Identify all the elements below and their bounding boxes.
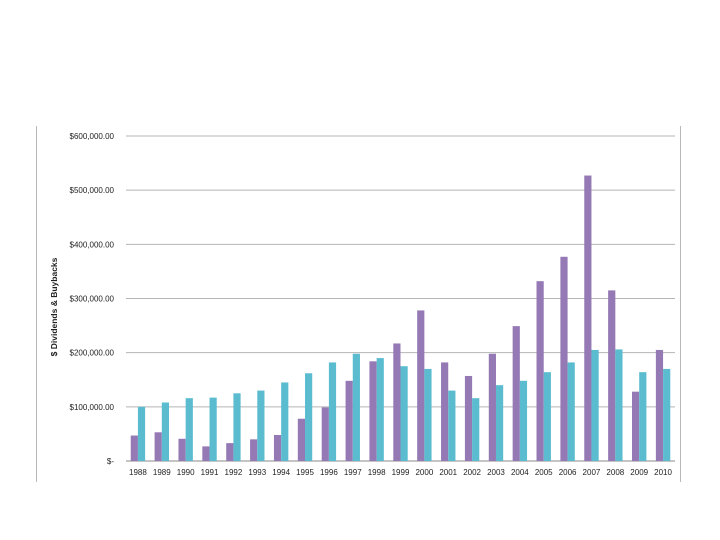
x-tick-label: 1997 bbox=[344, 468, 362, 477]
bar-1997-series-1 bbox=[345, 380, 353, 461]
bar-2006-series-2 bbox=[567, 362, 575, 461]
x-tick-label: 2006 bbox=[559, 468, 577, 477]
x-tick-label: 1998 bbox=[368, 468, 386, 477]
y-tick-label: $600,000.00 bbox=[70, 132, 115, 141]
x-tick-label: 1990 bbox=[177, 468, 195, 477]
x-tick-label: 1993 bbox=[248, 468, 266, 477]
x-tick-label: 1995 bbox=[296, 468, 314, 477]
bar-2007-series-1 bbox=[584, 175, 592, 461]
bar-2005-series-2 bbox=[543, 372, 551, 461]
bar-2000-series-1 bbox=[417, 310, 425, 461]
x-tick-label: 2003 bbox=[487, 468, 505, 477]
bar-1999-series-1 bbox=[393, 343, 401, 461]
y-tick-label: $200,000.00 bbox=[70, 349, 115, 358]
x-tick-label: 2010 bbox=[654, 468, 672, 477]
y-tick-label: $300,000.00 bbox=[70, 295, 115, 304]
bar-2010-series-2 bbox=[663, 368, 671, 461]
x-tick-label: 2002 bbox=[463, 468, 481, 477]
bar-1989-series-1 bbox=[154, 432, 162, 461]
bar-2001-series-2 bbox=[448, 390, 456, 461]
bar-2004-series-1 bbox=[512, 326, 520, 462]
chart-frame: $- $100,000.00 $200,000.00 $300,000.00 $400,… bbox=[36, 126, 681, 482]
y-tick-label: $500,000.00 bbox=[70, 186, 115, 195]
bar-1991-series-2 bbox=[209, 397, 217, 462]
bar-1990-series-2 bbox=[185, 398, 193, 461]
x-tick-label: 2008 bbox=[606, 468, 624, 477]
bar-2005-series-1 bbox=[536, 281, 544, 461]
bar-2008-series-1 bbox=[608, 290, 616, 462]
x-tick-label: 2005 bbox=[535, 468, 553, 477]
bar-2009-series-1 bbox=[632, 391, 640, 461]
x-tick-label: 1994 bbox=[272, 468, 290, 477]
x-tick-label: 1991 bbox=[201, 468, 219, 477]
x-tick-label: 2000 bbox=[415, 468, 433, 477]
x-tick-label: 2001 bbox=[439, 468, 457, 477]
x-tick-label: 1989 bbox=[153, 468, 171, 477]
bar-2010-series-1 bbox=[655, 349, 664, 461]
bar-2001-series-1 bbox=[441, 362, 449, 461]
bar-1999-series-2 bbox=[400, 366, 408, 461]
x-tick-label: 1996 bbox=[320, 468, 338, 477]
bar-2007-series-2 bbox=[591, 349, 599, 461]
bar-1996-series-1 bbox=[321, 407, 329, 462]
bar-2003-series-2 bbox=[495, 385, 504, 461]
x-tick-label: 1988 bbox=[129, 468, 147, 477]
bar-1989-series-2 bbox=[161, 402, 169, 461]
bar-2009-series-2 bbox=[639, 372, 647, 461]
bar-1991-series-1 bbox=[202, 446, 210, 462]
bar-2002-series-2 bbox=[472, 398, 480, 461]
bar-1995-series-2 bbox=[305, 373, 313, 461]
bar-2003-series-1 bbox=[488, 353, 496, 461]
x-tick-label: 1992 bbox=[225, 468, 243, 477]
y-tick-label: $100,000.00 bbox=[70, 403, 115, 412]
y-tick-label: $400,000.00 bbox=[70, 240, 115, 249]
bar-2006-series-1 bbox=[560, 256, 568, 461]
bar-1995-series-1 bbox=[297, 418, 306, 461]
bar-1993-series-1 bbox=[250, 439, 258, 461]
bar-1998-series-1 bbox=[369, 361, 377, 461]
bar-2002-series-1 bbox=[464, 375, 473, 461]
bar-1993-series-2 bbox=[257, 390, 265, 461]
bars bbox=[130, 175, 671, 462]
y-tick-labels: $- $100,000.00 $200,000.00 $300,000.00 $400,… bbox=[70, 132, 115, 466]
bar-1994-series-1 bbox=[273, 435, 282, 461]
bar-2008-series-2 bbox=[615, 349, 623, 461]
x-tick-label: 2007 bbox=[583, 468, 601, 477]
x-tick-label: 1999 bbox=[392, 468, 410, 477]
bar-1990-series-1 bbox=[178, 438, 186, 461]
bar-chart: $- $100,000.00 $200,000.00 $300,000.00 $400,… bbox=[49, 132, 675, 477]
bar-1988-series-2 bbox=[137, 406, 146, 461]
bar-1996-series-2 bbox=[328, 362, 337, 461]
bar-2004-series-2 bbox=[519, 380, 528, 461]
x-tick-label: 2004 bbox=[511, 468, 529, 477]
bar-1988-series-1 bbox=[130, 435, 138, 461]
y-axis-label: $ Dividends & Buybacks bbox=[49, 257, 59, 356]
bar-1992-series-2 bbox=[233, 393, 241, 461]
bar-2000-series-2 bbox=[424, 368, 432, 461]
bar-1994-series-2 bbox=[281, 382, 289, 461]
bar-1997-series-2 bbox=[352, 353, 360, 461]
bar-1998-series-2 bbox=[376, 358, 384, 461]
y-tick-label: $- bbox=[107, 457, 114, 466]
x-tick-label: 2009 bbox=[630, 468, 648, 477]
x-tick-labels: 1988 1989 1990 1991 1992 1993 1994 1995 1996 1997… bbox=[129, 468, 672, 477]
bar-1992-series-1 bbox=[226, 443, 234, 462]
